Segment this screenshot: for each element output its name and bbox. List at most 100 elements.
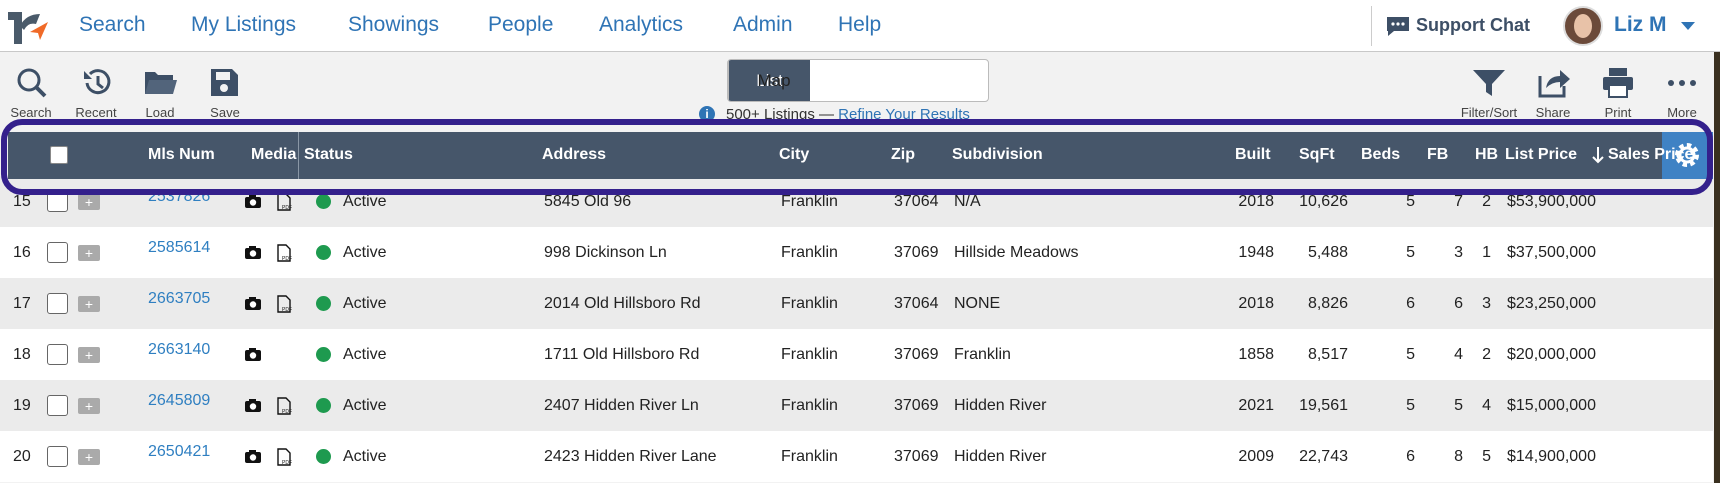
toolbar-label[interactable]: Share [1535,105,1571,120]
user-caret[interactable] [1680,20,1696,32]
column-header[interactable]: City [779,146,810,163]
status-dot [316,245,331,260]
column-header[interactable]: SqFt [1299,146,1335,163]
media-icons[interactable]: PDF [244,396,294,421]
media-icons[interactable]: PDF [244,243,294,268]
cell-fb: 6 [1454,295,1463,312]
cell-subdivision: N/A [954,193,981,210]
toolbar-button[interactable] [14,66,48,105]
column-header[interactable]: Subdivision [952,146,1043,163]
mls-link[interactable]: 2585614 [148,239,211,256]
cell-built: 1948 [1238,244,1274,261]
column-header[interactable]: HB [1475,146,1499,163]
folder-icon[interactable]: + [78,296,100,312]
user-name[interactable]: Liz M [1614,13,1667,36]
column-header[interactable]: Zip [891,146,915,163]
cell-city: Franklin [781,397,838,414]
cell-hb: 2 [1482,346,1491,363]
toolbar-button[interactable] [1536,66,1570,105]
column-header[interactable]: Mls Num [148,146,215,163]
cell-sqft: 19,561 [1299,397,1348,414]
toolbar-button[interactable] [1665,66,1699,105]
status: Active [343,244,387,261]
select-all-checkbox[interactable] [50,146,68,164]
cell-hb: 5 [1482,448,1491,465]
status: Active [343,295,387,312]
cell-price: $20,000,000 [1507,346,1596,363]
mls-link[interactable]: 2663140 [148,341,211,358]
cell-address: 998 Dickinson Ln [544,244,667,261]
column-header[interactable]: Status [304,146,353,163]
listing-row[interactable]: 17 +2663705 PDF Active 2014 Old Hillsboro Rd… [0,278,1713,329]
toolbar-label[interactable]: Search [10,105,52,120]
toolbar-label[interactable]: More [1667,105,1697,120]
row-checkbox[interactable] [47,242,68,263]
view-button[interactable]: List [728,60,810,101]
mls-link[interactable]: 2663705 [148,290,211,307]
cell-sqft: 8,517 [1307,346,1348,363]
listing-row[interactable]: 19 +2645809 PDF Active 2407 Hidden River Ln F… [0,380,1713,431]
cell-hb: 2 [1482,193,1491,210]
sort-arrow[interactable] [1592,146,1604,169]
toolbar-button[interactable] [208,66,242,105]
cell-fb: 4 [1454,346,1463,363]
toolbar-button[interactable] [1601,66,1635,105]
nav-link[interactable]: Admin [733,13,793,36]
toolbar-button[interactable] [79,66,113,105]
svg-text:PDF: PDF [282,205,292,211]
column-header[interactable]: FB [1427,146,1449,163]
row-checkbox[interactable] [47,395,68,416]
column-header[interactable]: Sales Price [1608,146,1694,163]
cell-city: Franklin [781,295,838,312]
toolbar-label[interactable]: Save [210,105,240,120]
media-icons[interactable]: PDF [244,294,294,319]
mls-link[interactable]: 2650421 [148,443,211,460]
nav-link[interactable]: People [488,13,554,36]
mls-link[interactable]: 2645809 [148,392,211,409]
toolbar-button[interactable] [143,66,177,105]
avatar[interactable] [1563,6,1603,46]
cell-hb: 4 [1482,397,1491,414]
column-header[interactable]: List Price [1505,146,1578,163]
column-header[interactable]: Address [542,146,607,163]
column-header[interactable]: Media [251,146,297,163]
column-header[interactable]: Built [1235,146,1271,163]
row-checkbox[interactable] [47,344,68,365]
folder-icon[interactable]: + [78,398,100,414]
nav-link[interactable]: Help [838,13,882,36]
nav-link[interactable]: Analytics [599,13,684,36]
toolbar-label[interactable]: Load [145,105,175,120]
media-icons[interactable]: PDF [244,447,294,472]
toolbar-button[interactable] [1472,66,1506,105]
listing-row[interactable]: 18 +2663140 Active 1711 Old Hillsboro Rd Fra… [0,329,1713,380]
top-nav: Support Chat Liz M Search My Listings Show… [0,0,1720,52]
logo[interactable] [4,4,50,48]
cell-address: 2423 Hidden River Lane [544,448,717,465]
row-checkbox[interactable] [47,191,68,212]
row-checkbox[interactable] [47,446,68,467]
toolbar-label[interactable]: Recent [75,105,117,120]
toolbar-label[interactable]: Filter/Sort [1460,105,1518,120]
media-icons[interactable] [244,345,294,370]
listing-row[interactable]: 15 +2537826 PDF Active 5845 Old 96 Franklin 37… [0,176,1713,227]
refine-link[interactable]: Refine Your Results [838,106,970,123]
nav-link[interactable]: Search [79,13,146,36]
cell-address: 2014 Old Hillsboro Rd [544,295,701,312]
view-button[interactable]: Map [728,60,819,101]
folder-icon[interactable]: + [78,347,100,363]
cell-beds: 5 [1406,244,1415,261]
toolbar-label[interactable]: Print [1604,105,1632,120]
mls-link[interactable]: 2537826 [148,188,211,205]
nav-link[interactable]: My Listings [191,13,297,36]
cell-built: 2018 [1238,193,1274,210]
folder-icon[interactable]: + [78,194,100,210]
listing-row[interactable]: 16 +2585614 PDF Active 998 Dickinson Ln Frank… [0,227,1713,278]
nav-link[interactable]: Showings [348,13,440,36]
column-header[interactable]: Beds [1361,146,1401,163]
support-chat[interactable]: Support Chat [1416,15,1530,35]
listing-row[interactable]: 20 +2650421 PDF Active 2423 Hidden River Lan… [0,431,1713,482]
folder-icon[interactable]: + [78,449,100,465]
media-icons[interactable]: PDF [244,192,294,217]
row-checkbox[interactable] [47,293,68,314]
folder-icon[interactable]: + [78,245,100,261]
